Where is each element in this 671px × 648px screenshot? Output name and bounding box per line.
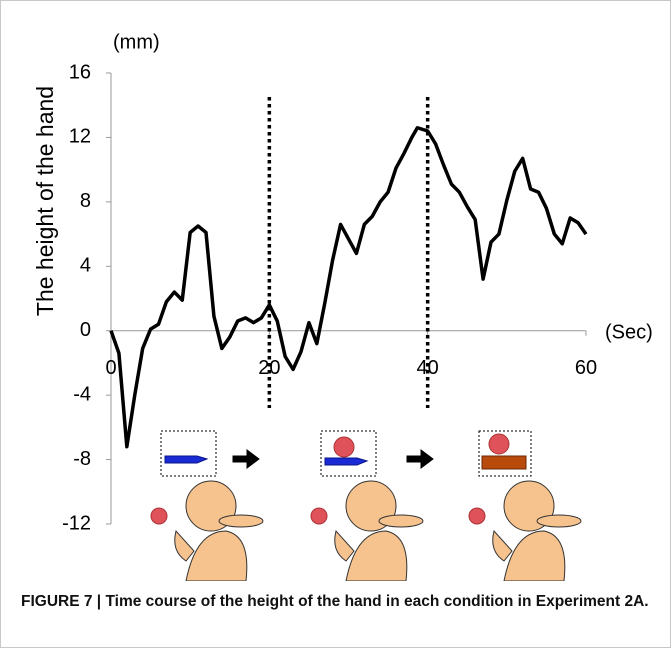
x-tick-label: 60 bbox=[575, 357, 597, 379]
y-tick-label: 12 bbox=[69, 126, 91, 148]
caption-label: FIGURE 7 | bbox=[21, 593, 102, 610]
chart: (mm) (Sec) The height of the hand -12 -8 -… bbox=[32, 31, 653, 581]
x-tick-label: 0 bbox=[105, 357, 116, 379]
y-unit: (mm) bbox=[113, 31, 160, 53]
illustration bbox=[150, 430, 582, 581]
panel-box bbox=[320, 430, 377, 477]
panel-box bbox=[478, 430, 532, 477]
panel-box bbox=[160, 430, 217, 477]
y-tick-label: 16 bbox=[69, 61, 91, 83]
data-line bbox=[109, 126, 588, 449]
y-tick-label: -4 bbox=[73, 383, 91, 405]
y-axis-label: The height of the hand bbox=[32, 86, 58, 316]
caption-text: Time course of the height of the hand in… bbox=[105, 593, 649, 610]
board-icon bbox=[481, 455, 527, 470]
y-tick-label: 8 bbox=[80, 190, 91, 212]
y-tick-label: -12 bbox=[62, 512, 91, 534]
x-tick-label: 20 bbox=[258, 357, 280, 379]
x-unit: (Sec) bbox=[605, 321, 653, 343]
ball-icon bbox=[488, 433, 510, 455]
arrow bbox=[406, 449, 434, 469]
y-tick-label: 4 bbox=[80, 255, 91, 277]
y-tick-label: 0 bbox=[80, 319, 91, 341]
caption: FIGURE 7 | Time course of the height of … bbox=[21, 591, 651, 613]
arrow bbox=[232, 449, 260, 469]
hand-icon bbox=[164, 455, 209, 464]
ball-icon bbox=[333, 436, 355, 458]
x-tick-label: 40 bbox=[417, 357, 439, 379]
y-tick-label: -8 bbox=[73, 448, 91, 470]
hand-icon bbox=[324, 457, 369, 466]
